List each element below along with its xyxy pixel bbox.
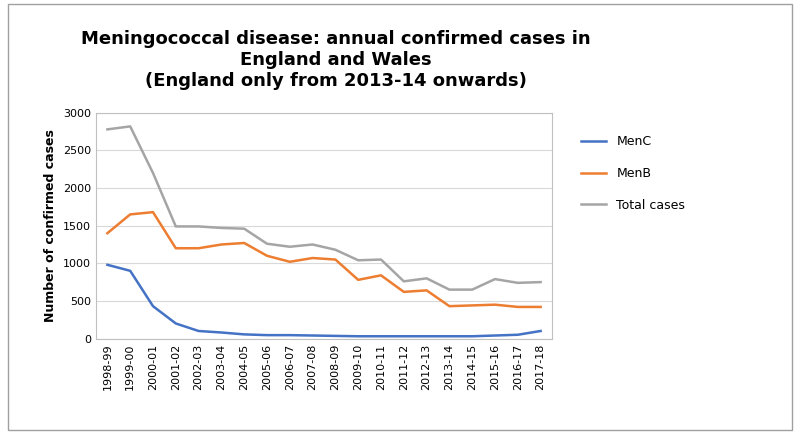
MenB — [354, 277, 363, 283]
MenC — [490, 333, 500, 338]
MenC — [148, 303, 158, 309]
MenB — [217, 242, 226, 247]
MenB — [513, 304, 522, 309]
MenB — [148, 210, 158, 215]
MenC — [467, 334, 477, 339]
Y-axis label: Number of confirmed cases: Number of confirmed cases — [45, 129, 58, 322]
Total cases — [171, 224, 181, 229]
Total cases — [422, 276, 431, 281]
MenB — [422, 288, 431, 293]
Line: Total cases: Total cases — [107, 126, 541, 289]
MenC — [262, 332, 272, 338]
Total cases — [330, 247, 340, 252]
MenC — [239, 332, 249, 337]
MenB — [490, 302, 500, 307]
MenC — [217, 330, 226, 335]
MenB — [194, 246, 203, 251]
Total cases — [513, 280, 522, 286]
MenB — [399, 289, 409, 295]
MenB — [171, 246, 181, 251]
Total cases — [285, 244, 294, 250]
Total cases — [354, 258, 363, 263]
MenC — [536, 329, 546, 334]
Total cases — [445, 287, 454, 292]
Line: MenC: MenC — [107, 265, 541, 336]
Total cases — [217, 225, 226, 230]
MenB — [262, 253, 272, 258]
MenC — [102, 262, 112, 267]
MenB — [285, 259, 294, 264]
MenC — [126, 268, 135, 273]
MenC — [330, 333, 340, 339]
MenC — [354, 334, 363, 339]
MenC — [285, 332, 294, 338]
MenB — [126, 212, 135, 217]
MenB — [467, 303, 477, 308]
MenC — [376, 334, 386, 339]
Line: MenB: MenB — [107, 212, 541, 307]
Legend: MenC, MenB, Total cases: MenC, MenB, Total cases — [577, 130, 690, 217]
MenB — [330, 257, 340, 262]
Total cases — [194, 224, 203, 229]
Total cases — [126, 124, 135, 129]
MenC — [308, 333, 318, 338]
MenB — [536, 304, 546, 309]
MenB — [376, 273, 386, 278]
MenC — [445, 334, 454, 339]
Total cases — [102, 127, 112, 132]
Total cases — [308, 242, 318, 247]
MenB — [308, 256, 318, 261]
Total cases — [376, 257, 386, 262]
Total cases — [262, 241, 272, 247]
Text: Meningococcal disease: annual confirmed cases in
England and Wales
(England only: Meningococcal disease: annual confirmed … — [81, 30, 591, 90]
Total cases — [399, 279, 409, 284]
Total cases — [467, 287, 477, 292]
Total cases — [148, 171, 158, 176]
MenC — [194, 329, 203, 334]
MenC — [422, 334, 431, 339]
MenB — [239, 240, 249, 246]
Total cases — [490, 276, 500, 282]
MenC — [171, 321, 181, 326]
MenB — [102, 230, 112, 236]
Total cases — [536, 279, 546, 285]
MenC — [513, 332, 522, 337]
MenC — [399, 334, 409, 339]
MenB — [445, 303, 454, 309]
Total cases — [239, 226, 249, 231]
